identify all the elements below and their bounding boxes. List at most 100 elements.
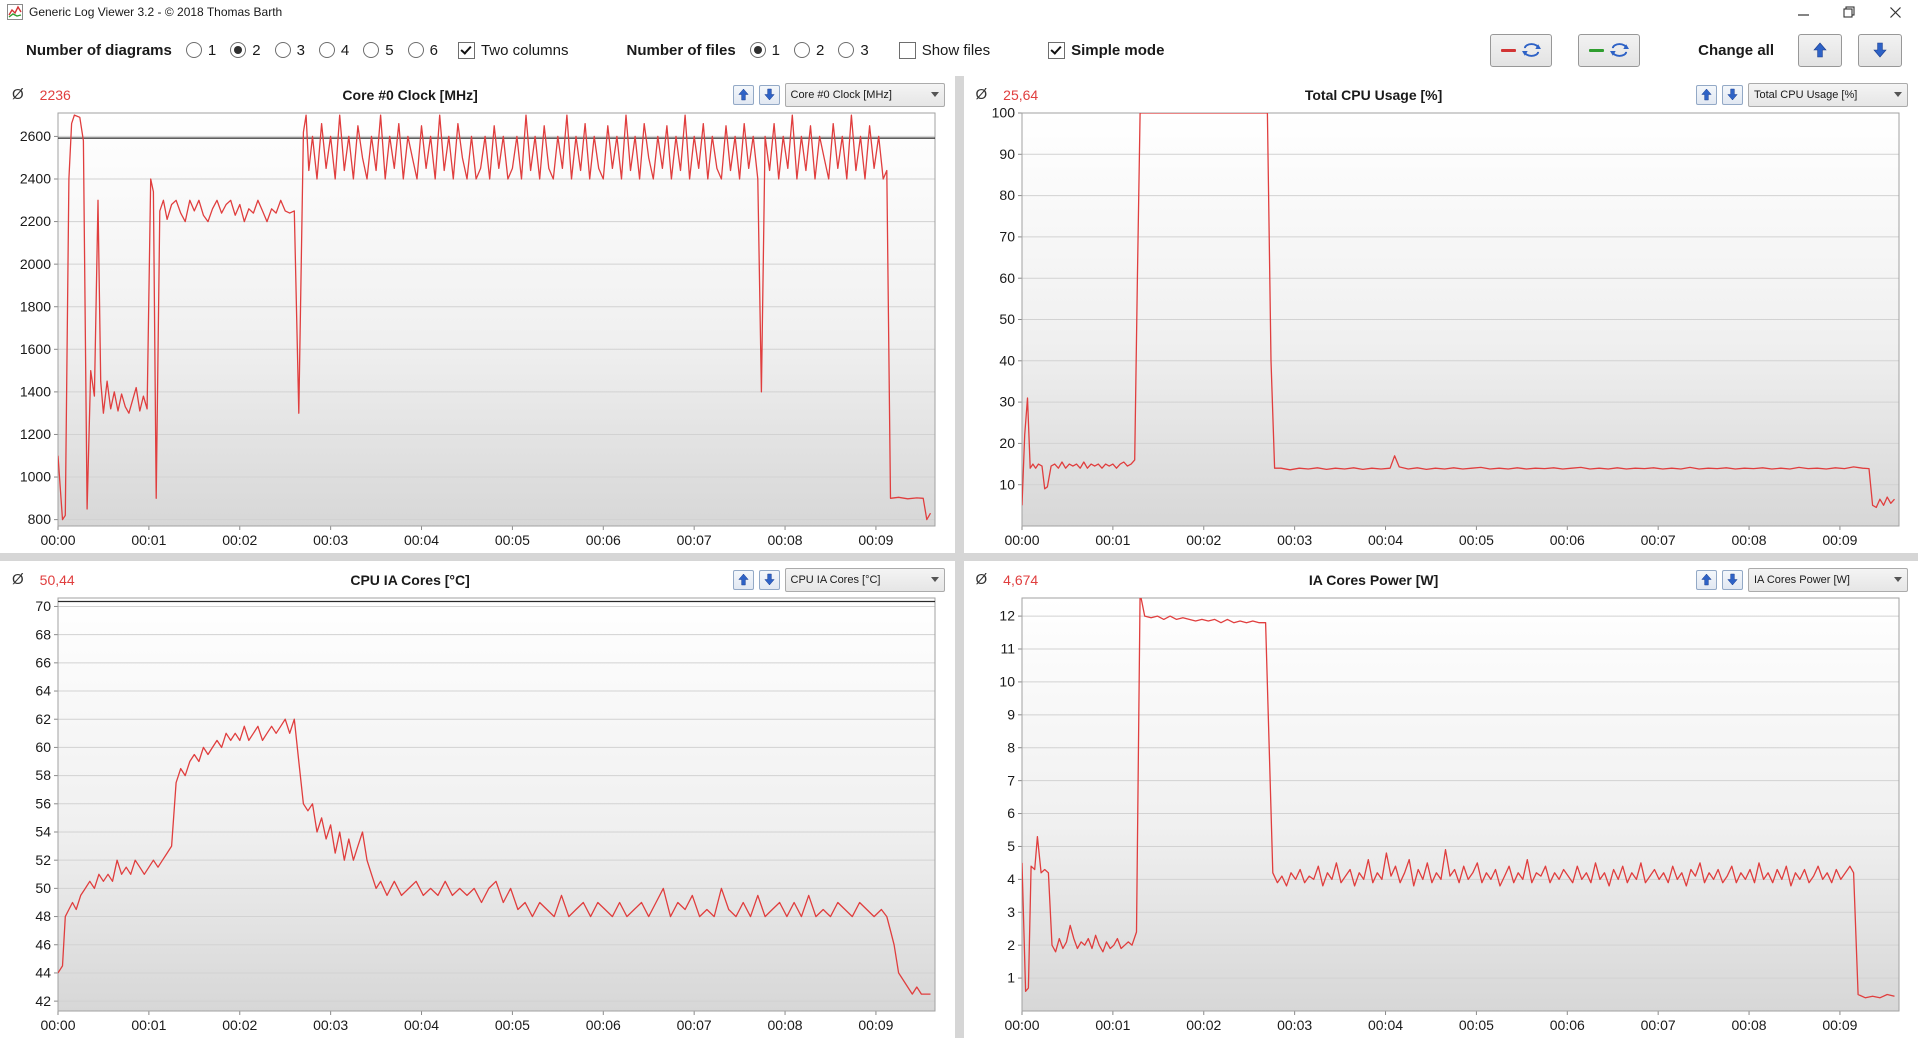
svg-text:00:03: 00:03 (313, 1017, 348, 1033)
close-button[interactable] (1872, 0, 1918, 24)
average-value: 2236 (39, 86, 71, 103)
svg-text:12: 12 (999, 608, 1015, 624)
arrow-down-icon (764, 573, 775, 586)
svg-text:90: 90 (999, 146, 1015, 162)
grid-splitter-vertical[interactable] (954, 561, 964, 1038)
chart-move-down-button[interactable] (1722, 84, 1743, 105)
radio-diagrams-1[interactable]: 1 (185, 41, 217, 59)
metric-select[interactable]: Core #0 Clock [MHz] (784, 82, 945, 107)
svg-text:60: 60 (35, 739, 51, 755)
metric-select[interactable]: CPU IA Cores [°C] (784, 567, 945, 592)
change-all-down-button[interactable] (1858, 33, 1902, 67)
chart-move-up-button[interactable] (732, 569, 754, 590)
chart-move-down-button[interactable] (758, 84, 780, 105)
radio-label: 6 (429, 41, 438, 59)
chart-move-up-button[interactable] (1696, 569, 1717, 590)
radio-icon (363, 42, 380, 58)
file1-remove-reload-button[interactable] (1490, 33, 1553, 67)
radio-files-1[interactable]: 1 (749, 42, 780, 59)
restore-icon (1843, 6, 1855, 18)
svg-text:00:02: 00:02 (222, 532, 257, 548)
radio-icon (838, 42, 855, 58)
svg-text:62: 62 (35, 711, 51, 727)
arrow-up-icon (738, 88, 749, 101)
checkbox-simple-mode[interactable]: Simple mode (1048, 41, 1164, 59)
svg-text:00:04: 00:04 (404, 532, 439, 548)
svg-text:00:05: 00:05 (1458, 532, 1493, 548)
arrow-down-icon (1873, 42, 1887, 58)
file2-remove-reload-button[interactable] (1578, 33, 1641, 67)
svg-text:11: 11 (1000, 641, 1015, 657)
grid-splitter-horizontal[interactable] (0, 553, 1918, 561)
svg-text:00:02: 00:02 (222, 1017, 257, 1033)
metric-select[interactable]: IA Cores Power [W] (1748, 567, 1908, 592)
svg-text:10: 10 (999, 476, 1015, 492)
svg-text:00:02: 00:02 (1186, 532, 1221, 548)
chart-canvas: 1 2 3 4 5 6 7 8 9 10 11 12 00:00 00:01 00:02 00:03 00:04… (972, 593, 1909, 1036)
minimize-icon (1797, 13, 1809, 16)
svg-text:42: 42 (35, 993, 51, 1009)
radio-label: 1 (207, 41, 217, 59)
grid-splitter-vertical[interactable] (954, 76, 964, 553)
svg-text:00:09: 00:09 (858, 1017, 893, 1033)
radio-diagrams-3[interactable]: 3 (274, 41, 305, 59)
toolbar-right-group: Change all (1490, 33, 1902, 67)
chart-canvas: 42 44 46 48 50 52 54 56 58 60 62 64 66 68 70 00:00 00:01… (8, 593, 945, 1036)
checkbox-two-columns[interactable]: Two columns (457, 41, 568, 59)
svg-text:00:04: 00:04 (1367, 532, 1402, 548)
svg-text:70: 70 (999, 229, 1015, 245)
svg-text:00:00: 00:00 (1004, 532, 1039, 548)
svg-text:00:05: 00:05 (495, 1017, 530, 1033)
close-icon (1889, 6, 1901, 18)
chart-canvas: 800 1000 1200 1400 1600 1800 2000 2200 2400 2600 0… (8, 108, 945, 551)
maximize-button[interactable] (1826, 0, 1872, 24)
svg-text:54: 54 (35, 824, 51, 840)
svg-text:00:06: 00:06 (586, 532, 621, 548)
radio-diagrams-2[interactable]: 2 (230, 42, 261, 59)
svg-text:00:06: 00:06 (586, 1017, 621, 1033)
svg-text:00:01: 00:01 (131, 532, 166, 548)
chart-move-up-button[interactable] (732, 84, 754, 105)
svg-text:00:06: 00:06 (1549, 1017, 1584, 1033)
svg-text:44: 44 (35, 965, 51, 981)
svg-text:5: 5 (1007, 838, 1015, 854)
svg-text:58: 58 (35, 767, 51, 783)
chart-panel-ia-cores-power: Ø 4,674 IA Cores Power [W] IA Cores Powe… (963, 561, 1918, 1038)
chart-move-up-button[interactable] (1696, 84, 1717, 105)
chart-panel-core0-clock: Ø 2236 Core #0 Clock [MHz] Core #0 Clock… (0, 76, 955, 553)
radio-label: 3 (296, 41, 305, 59)
svg-text:2000: 2000 (20, 256, 51, 272)
change-all-up-button[interactable] (1798, 33, 1842, 67)
chart-controls: Total CPU Usage [%] (1696, 82, 1908, 107)
number-of-files-label: Number of files (626, 41, 736, 59)
svg-text:00:01: 00:01 (131, 1017, 166, 1033)
chart-header: Ø 4,674 IA Cores Power [W] IA Cores Powe… (972, 566, 1908, 593)
radio-diagrams-5[interactable]: 5 (363, 42, 394, 59)
arrow-down-icon (1727, 88, 1738, 101)
checkbox-show-files[interactable]: Show files (898, 41, 990, 59)
svg-text:00:00: 00:00 (40, 1017, 75, 1033)
checkbox-icon (1048, 41, 1066, 59)
chart-move-down-button[interactable] (758, 569, 780, 590)
radio-icon (318, 42, 335, 58)
radio-diagrams-6[interactable]: 6 (407, 41, 438, 59)
radio-label: 3 (860, 41, 869, 59)
svg-text:1200: 1200 (20, 426, 51, 442)
radio-files-3[interactable]: 3 (838, 41, 869, 59)
radio-files-2[interactable]: 2 (794, 42, 824, 59)
chart-title: Total CPU Usage [%] (1304, 86, 1443, 103)
svg-text:1000: 1000 (20, 469, 51, 485)
metric-select[interactable]: Total CPU Usage [%] (1748, 82, 1908, 107)
svg-text:00:07: 00:07 (677, 532, 712, 548)
radio-diagrams-4[interactable]: 4 (318, 42, 349, 59)
svg-text:00:07: 00:07 (677, 1017, 712, 1033)
svg-text:00:08: 00:08 (768, 1017, 803, 1033)
minimize-button[interactable] (1780, 0, 1826, 24)
radio-icon (185, 42, 202, 58)
arrow-down-icon (1727, 573, 1738, 586)
radio-icon (749, 42, 766, 58)
svg-text:30: 30 (999, 394, 1015, 410)
chart-move-down-button[interactable] (1722, 569, 1743, 590)
swap-arrows-icon (1522, 43, 1541, 57)
svg-text:50: 50 (35, 880, 51, 896)
